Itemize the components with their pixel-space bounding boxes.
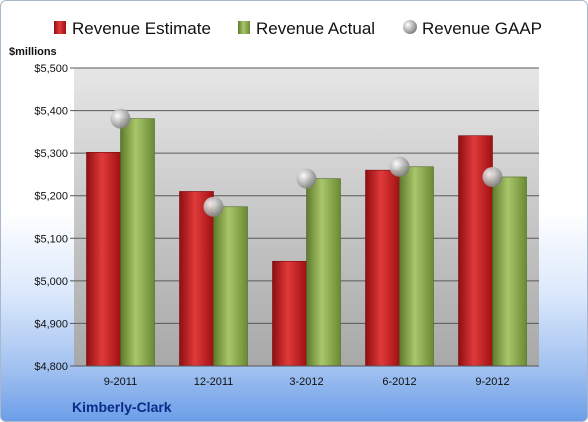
x-tick-label: 9-2011 — [104, 376, 137, 388]
y-axis-ticks: $4,800 $4,900 $5,000 $5,100 $5,200 $5,300 $5,4… — [34, 63, 74, 373]
legend-swatch-actual — [238, 21, 250, 34]
legend-label-gaap: Revenue GAAP — [422, 19, 542, 38]
bar-revenue-estimate — [179, 191, 214, 367]
legend-item-actual: Revenue Actual — [238, 19, 375, 38]
marker-revenue-gaap — [203, 196, 224, 217]
bars — [86, 118, 527, 367]
y-tick-label: $4,900 — [34, 318, 68, 330]
y-tick-label: $5,400 — [34, 106, 68, 118]
legend-item-estimate: Revenue Estimate — [54, 19, 211, 38]
x-tick-label: 3-2012 — [289, 376, 323, 388]
y-tick-label: $5,300 — [34, 148, 68, 160]
legend-label-estimate: Revenue Estimate — [72, 19, 211, 38]
legend-item-gaap: Revenue GAAP — [403, 19, 542, 38]
x-tick-label: 12-2011 — [194, 376, 234, 388]
y-tick-label: $4,800 — [34, 361, 68, 373]
x-tick-label: 6-2012 — [382, 376, 416, 388]
y-tick-label: $5,000 — [34, 276, 68, 288]
bar-revenue-actual — [399, 166, 434, 367]
legend: Revenue Estimate Revenue Actual Revenue … — [54, 19, 542, 38]
marker-revenue-gaap — [389, 156, 410, 177]
gaap-markers — [110, 108, 503, 217]
bar-revenue-actual — [120, 118, 155, 367]
y-tick-label: $5,500 — [34, 63, 68, 75]
y-unit-label: $millions — [9, 46, 57, 58]
legend-label-actual: Revenue Actual — [256, 19, 375, 38]
bar-revenue-estimate — [86, 151, 121, 367]
legend-swatch-estimate — [54, 21, 66, 34]
x-axis-ticks: 9-2011 12-2011 3-2012 6-2012 9-2012 — [74, 365, 539, 388]
marker-revenue-gaap — [296, 168, 317, 189]
y-tick-label: $5,200 — [34, 191, 68, 203]
legend-swatch-gaap — [403, 20, 417, 34]
y-tick-label: $5,100 — [34, 233, 68, 245]
bar-revenue-actual — [213, 206, 248, 367]
marker-revenue-gaap — [482, 166, 503, 187]
company-label: Kimberly-Clark — [72, 399, 172, 415]
bar-revenue-actual — [306, 178, 341, 367]
bar-revenue-actual — [492, 176, 527, 367]
marker-revenue-gaap — [110, 108, 131, 129]
bar-revenue-estimate — [272, 260, 307, 367]
x-tick-label: 9-2012 — [475, 376, 509, 388]
bar-revenue-estimate — [365, 169, 400, 367]
